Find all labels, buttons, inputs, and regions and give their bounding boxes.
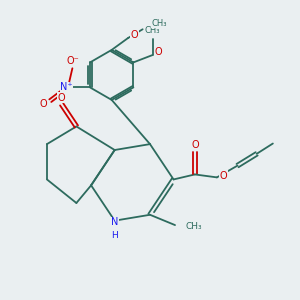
- Text: O: O: [57, 93, 65, 103]
- Text: N⁺: N⁺: [60, 82, 73, 92]
- Text: O: O: [130, 30, 138, 40]
- Text: O: O: [220, 171, 227, 181]
- Text: H: H: [111, 232, 118, 241]
- Text: O: O: [39, 99, 47, 109]
- Text: CH₃: CH₃: [152, 19, 167, 28]
- Text: CH₃: CH₃: [185, 222, 202, 231]
- Text: O⁻: O⁻: [66, 56, 79, 66]
- Text: O: O: [191, 140, 199, 150]
- Text: CH₃: CH₃: [145, 26, 160, 34]
- Text: N: N: [111, 217, 118, 227]
- Text: O: O: [154, 47, 162, 57]
